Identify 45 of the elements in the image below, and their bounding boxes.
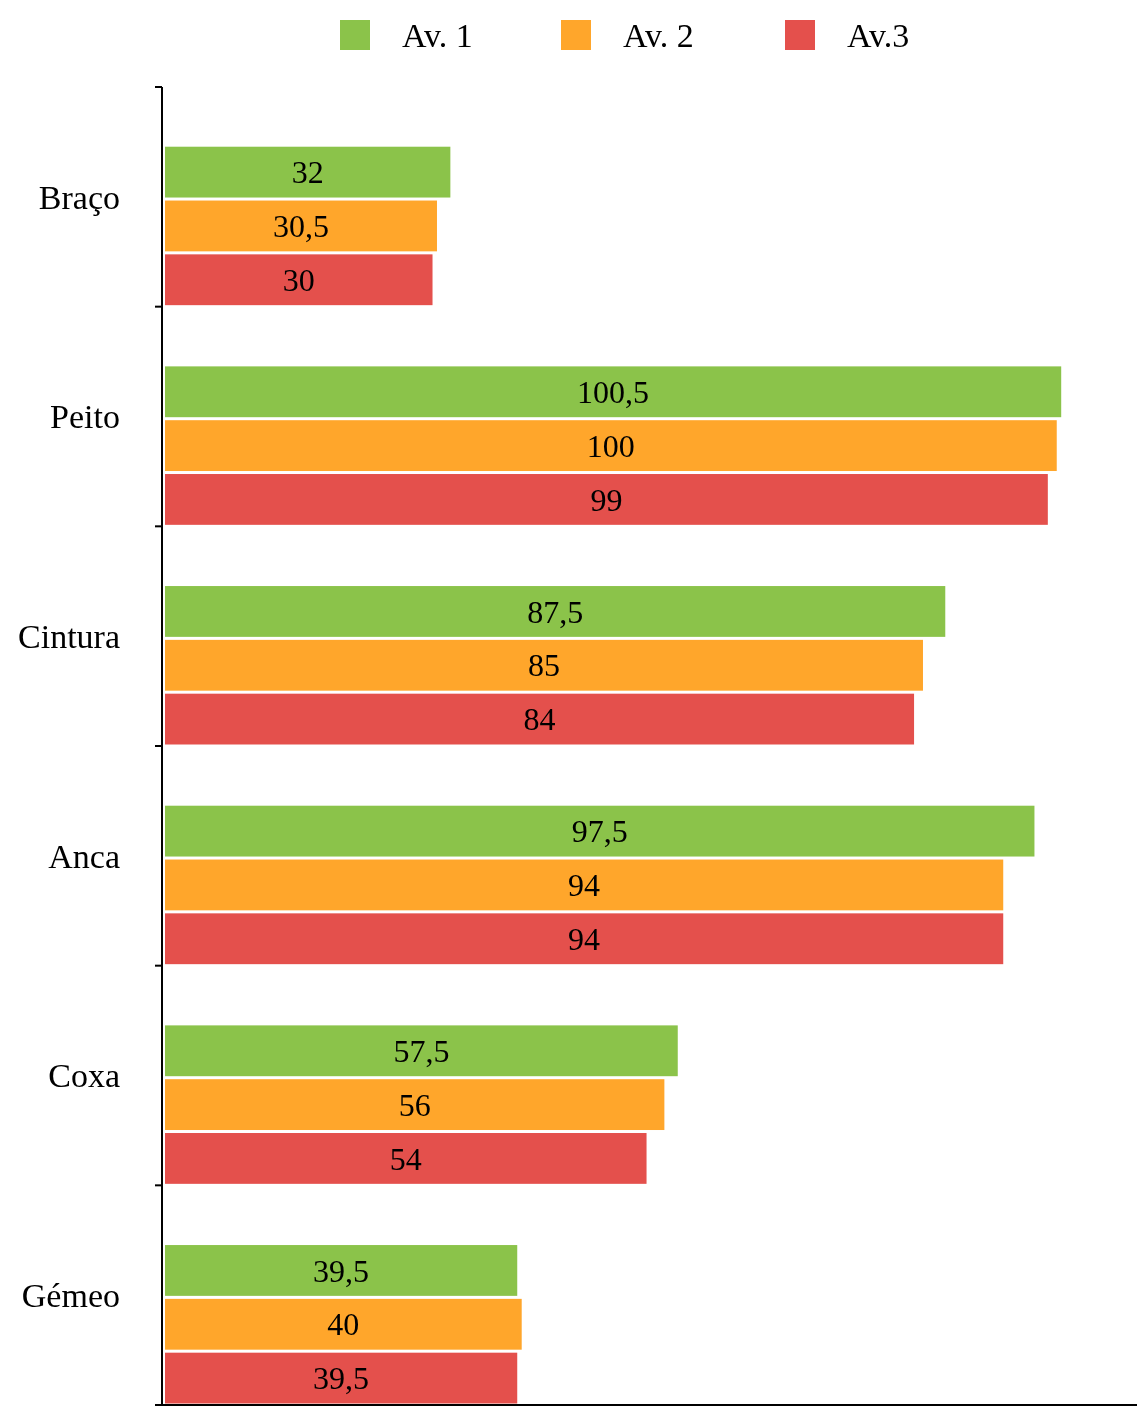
y-tick-label: Braço bbox=[38, 178, 120, 216]
data-label: 57,5 bbox=[393, 1032, 450, 1069]
bar bbox=[165, 254, 433, 306]
bar bbox=[165, 586, 946, 637]
y-tick-label: Cintura bbox=[18, 618, 120, 656]
bar bbox=[165, 1352, 518, 1404]
y-tick-label: Peito bbox=[50, 398, 120, 436]
data-label: 100,5 bbox=[577, 373, 650, 410]
bar bbox=[165, 1298, 522, 1350]
bar bbox=[165, 1079, 665, 1131]
data-label: 32 bbox=[291, 154, 324, 191]
bar bbox=[165, 693, 915, 745]
data-label: 100 bbox=[586, 427, 635, 464]
bar bbox=[165, 1245, 518, 1296]
data-label: 99 bbox=[590, 481, 623, 518]
data-label: 30 bbox=[282, 261, 315, 298]
data-label: 97,5 bbox=[571, 813, 628, 850]
data-label: 39,5 bbox=[313, 1252, 370, 1289]
data-label: 30,5 bbox=[272, 208, 329, 245]
legend-label: Av. 2 bbox=[623, 16, 694, 54]
bar bbox=[165, 366, 1062, 418]
data-label: 85 bbox=[527, 647, 560, 684]
data-label: 94 bbox=[568, 867, 601, 904]
bar bbox=[165, 1133, 647, 1184]
bar bbox=[165, 639, 923, 691]
data-label: 54 bbox=[389, 1140, 422, 1177]
y-tick-label: Gémeo bbox=[21, 1277, 120, 1315]
data-label: 40 bbox=[327, 1306, 360, 1343]
data-label: 87,5 bbox=[527, 593, 584, 630]
bar bbox=[165, 859, 1004, 911]
legend-label: Av. 1 bbox=[402, 16, 473, 54]
data-label: 39,5 bbox=[313, 1360, 370, 1397]
bar bbox=[165, 474, 1048, 525]
legend-label: Av.3 bbox=[847, 16, 910, 54]
y-tick-label: Anca bbox=[48, 837, 120, 875]
data-label: 56 bbox=[398, 1086, 431, 1123]
bar bbox=[165, 420, 1057, 472]
bar bbox=[165, 146, 451, 198]
bar bbox=[165, 805, 1035, 857]
data-label: 94 bbox=[568, 920, 601, 957]
bar bbox=[165, 200, 437, 252]
y-tick-label: Coxa bbox=[48, 1057, 120, 1095]
bar bbox=[165, 913, 1004, 965]
bar bbox=[165, 1025, 678, 1077]
data-label: 84 bbox=[523, 701, 556, 738]
